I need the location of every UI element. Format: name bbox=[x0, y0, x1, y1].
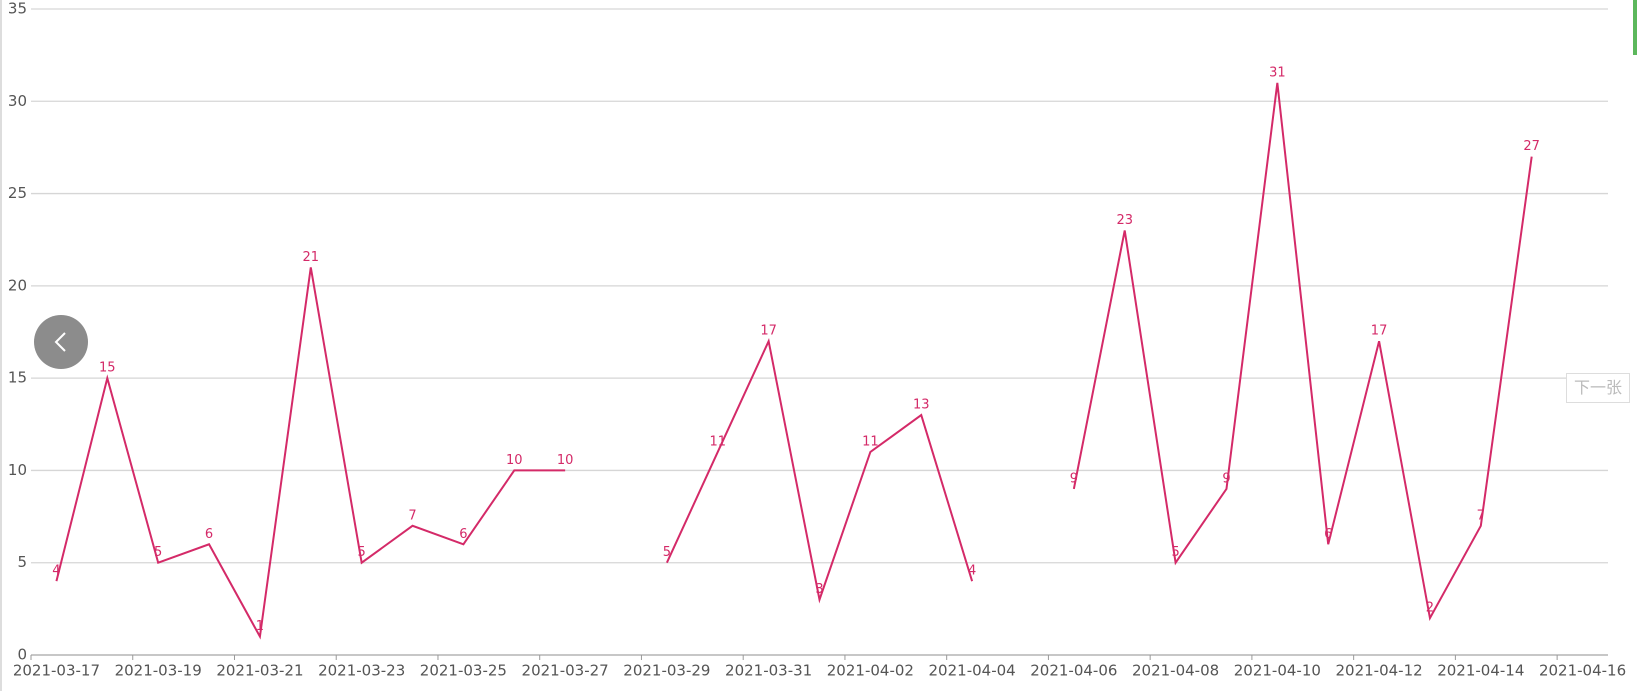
x-tick-label: 2021-03-19 bbox=[115, 662, 202, 680]
x-tick-label: 2021-04-04 bbox=[929, 662, 1016, 680]
x-tick-label: 2021-04-08 bbox=[1132, 662, 1219, 680]
x-tick-label: 2021-03-21 bbox=[216, 662, 303, 680]
data-label: 13 bbox=[913, 398, 930, 413]
x-tick-label: 2021-03-17 bbox=[13, 662, 100, 680]
x-tick-label: 2021-03-31 bbox=[725, 662, 812, 680]
y-tick-label: 0 bbox=[17, 646, 27, 664]
data-label: 5 bbox=[154, 545, 162, 560]
y-tick-label: 30 bbox=[8, 92, 27, 110]
data-label: 17 bbox=[1371, 324, 1388, 339]
y-tick-label: 10 bbox=[8, 461, 27, 479]
x-tick-label: 2021-04-02 bbox=[827, 662, 914, 680]
data-label: 6 bbox=[459, 527, 467, 542]
prev-icon bbox=[54, 332, 66, 352]
data-label: 2 bbox=[1426, 601, 1434, 616]
y-tick-label: 35 bbox=[8, 0, 27, 18]
data-label: 27 bbox=[1523, 139, 1540, 154]
data-label: 10 bbox=[506, 453, 523, 468]
data-label: 1 bbox=[256, 619, 264, 634]
y-tick-label: 25 bbox=[8, 184, 27, 202]
data-label: 31 bbox=[1269, 65, 1286, 80]
data-label: 15 bbox=[99, 361, 116, 376]
x-tick-label: 2021-04-14 bbox=[1437, 662, 1524, 680]
data-label: 3 bbox=[815, 582, 823, 597]
data-label: 11 bbox=[709, 434, 726, 449]
data-label: 4 bbox=[968, 564, 976, 579]
prev-button[interactable] bbox=[34, 315, 88, 369]
data-label: 9 bbox=[1070, 471, 1078, 486]
data-label: 6 bbox=[1324, 527, 1332, 542]
data-label: 5 bbox=[358, 545, 366, 560]
data-label: 9 bbox=[1222, 471, 1230, 486]
x-tick-label: 2021-03-27 bbox=[522, 662, 609, 680]
x-tick-label: 2021-03-23 bbox=[318, 662, 405, 680]
data-label: 10 bbox=[557, 453, 574, 468]
data-label: 7 bbox=[408, 508, 416, 523]
y-tick-label: 20 bbox=[8, 276, 27, 294]
data-label: 17 bbox=[760, 324, 777, 339]
x-tick-label: 2021-04-06 bbox=[1030, 662, 1117, 680]
data-label: 4 bbox=[52, 564, 60, 579]
x-tick-label: 2021-03-25 bbox=[420, 662, 507, 680]
data-label: 23 bbox=[1116, 213, 1133, 228]
x-tick-label: 2021-04-12 bbox=[1335, 662, 1422, 680]
data-label: 6 bbox=[205, 527, 213, 542]
y-tick-label: 5 bbox=[17, 553, 27, 571]
edge-accent bbox=[1633, 0, 1637, 55]
x-tick-label: 2021-03-29 bbox=[623, 662, 710, 680]
data-label: 11 bbox=[862, 434, 879, 449]
next-button[interactable]: 下一张 bbox=[1566, 373, 1630, 403]
data-label: 7 bbox=[1477, 508, 1485, 523]
series-line bbox=[55, 82, 1533, 640]
x-tick-label: 2021-04-16 bbox=[1539, 662, 1626, 680]
data-label: 5 bbox=[1171, 545, 1179, 560]
data-label: 21 bbox=[303, 250, 320, 265]
data-label: 5 bbox=[663, 545, 671, 560]
y-tick-label: 15 bbox=[8, 369, 27, 387]
x-tick-label: 2021-04-10 bbox=[1234, 662, 1321, 680]
